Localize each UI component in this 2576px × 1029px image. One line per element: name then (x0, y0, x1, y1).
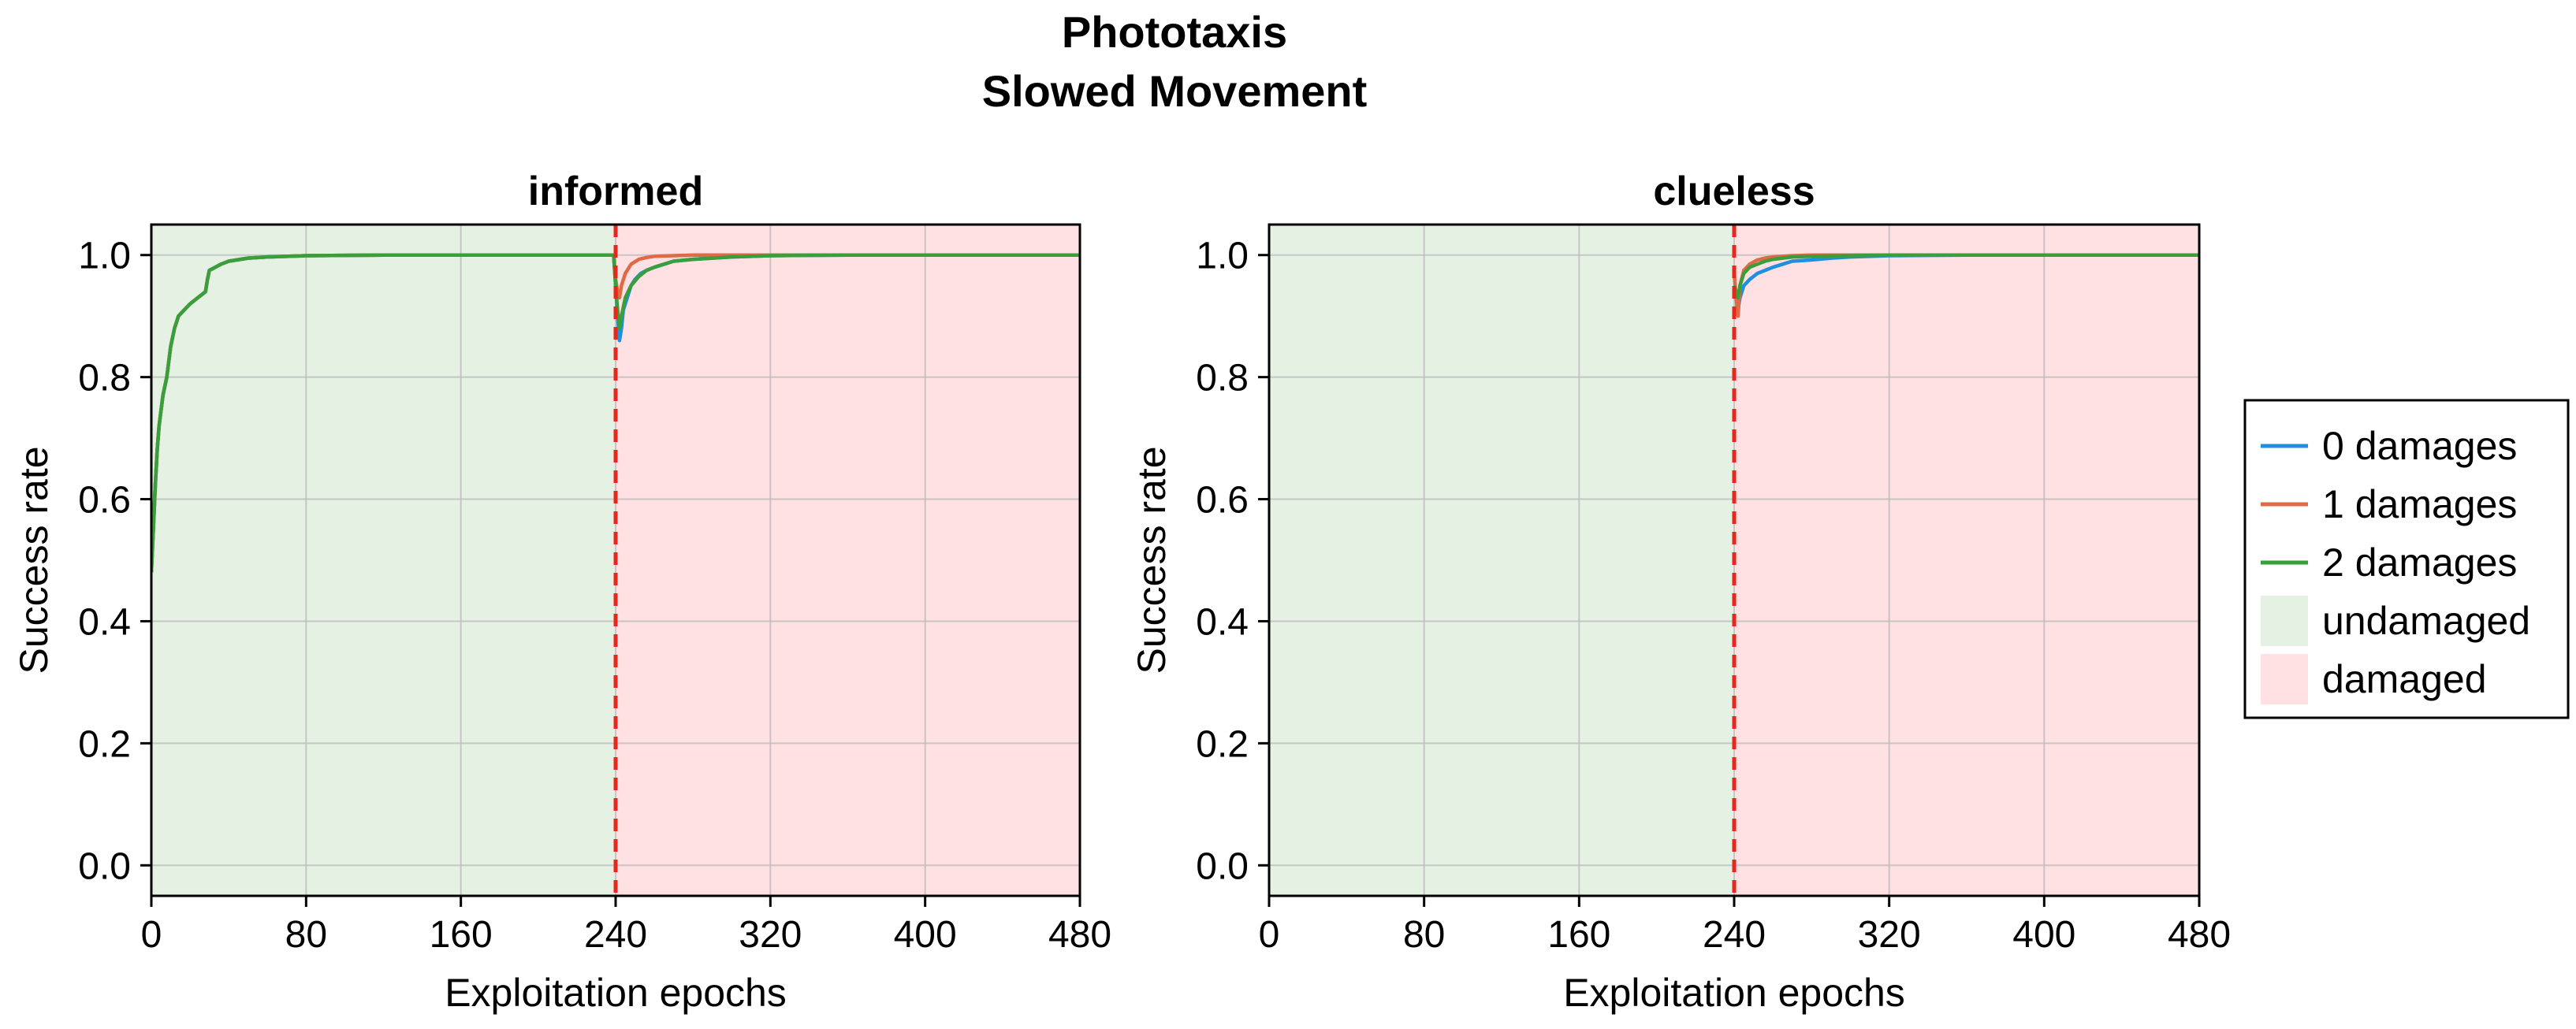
legend-swatch (2261, 654, 2308, 704)
panel-title: clueless (1653, 169, 1815, 214)
x-tick-label: 480 (1048, 914, 1111, 956)
x-tick-label: 320 (739, 914, 802, 956)
x-tick-label: 320 (1858, 914, 1921, 956)
y-tick-label: 0.2 (78, 723, 131, 765)
y-tick-label: 0.8 (78, 358, 131, 399)
x-tick-label: 80 (1403, 914, 1445, 956)
y-tick-label: 0.8 (1196, 358, 1249, 399)
y-axis-label: Success rate (1130, 446, 1174, 674)
legend-label: 0 damages (2322, 424, 2517, 468)
x-tick-label: 480 (2168, 914, 2231, 956)
series-line-2-damages (1732, 253, 2199, 300)
x-tick-label: 240 (584, 914, 647, 956)
y-tick-label: 1.0 (78, 236, 131, 277)
x-tick-label: 0 (1259, 914, 1280, 956)
y-tick-label: 0.0 (78, 845, 131, 887)
x-tick-label: 160 (1547, 914, 1610, 956)
y-axis-label: Success rate (12, 446, 56, 674)
legend-label: damaged (2322, 657, 2487, 701)
legend: 0 damages 1 damages 2 damages undamaged dama… (2243, 399, 2570, 719)
panel-title: informed (528, 169, 703, 214)
region-damaged (616, 225, 1080, 896)
figure-title-line-1: Phototaxis (1062, 7, 1287, 57)
legend-swatch (2261, 596, 2308, 646)
y-tick-label: 0.6 (1196, 480, 1249, 522)
legend-label: 2 damages (2322, 541, 2517, 585)
legend-label: undamaged (2322, 599, 2530, 643)
panel-clueless: 0 80 160 240 320 400 480 0.0 0.2 0.4 0.6 0.8 1.0 clue… (1130, 169, 2231, 1015)
series-line-2-damages (151, 253, 1080, 573)
x-tick-label: 80 (285, 914, 327, 956)
y-tick-label: 1.0 (1196, 236, 1249, 277)
region-damaged (1734, 225, 2199, 896)
y-tick-label: 0.2 (1196, 723, 1249, 765)
y-tick-label: 0.6 (78, 480, 131, 522)
x-tick-label: 0 (141, 914, 162, 956)
region-undamaged (151, 225, 616, 896)
x-tick-label: 400 (894, 914, 957, 956)
y-tick-label: 0.4 (1196, 601, 1249, 643)
x-axis-label: Exploitation epochs (445, 971, 787, 1015)
y-tick-label: 0.4 (78, 601, 131, 643)
x-axis-label: Exploitation epochs (1563, 971, 1905, 1015)
x-tick-label: 160 (430, 914, 493, 956)
legend-label: 1 damages (2322, 482, 2517, 526)
x-tick-label: 240 (1703, 914, 1766, 956)
x-tick-label: 400 (2012, 914, 2075, 956)
y-tick-label: 0.0 (1196, 845, 1249, 887)
figure-title-line-2: Slowed Movement (982, 66, 1368, 116)
region-undamaged (1269, 225, 1734, 896)
panel-informed: 0 80 160 240 320 400 480 0.0 0.2 0.4 0.6 0.8 1.0 info… (12, 169, 1111, 1015)
